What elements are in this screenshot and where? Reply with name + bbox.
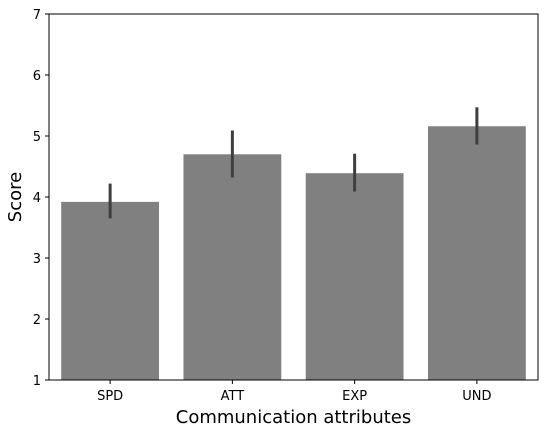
- bar-exp: [305, 173, 404, 380]
- y-axis-label: Score: [5, 172, 26, 222]
- bars-group: [61, 126, 526, 381]
- bar-spd: [61, 201, 160, 380]
- x-axis-ticks: SPD ATT EXP UND: [97, 380, 492, 404]
- y-tick-label: 5: [33, 130, 41, 145]
- error-bars-group: [108, 107, 479, 219]
- y-tick-label: 2: [33, 313, 41, 328]
- x-tick-label: EXP: [342, 389, 367, 404]
- x-axis-label: Communication attributes: [176, 407, 412, 428]
- bar-und: [427, 126, 526, 381]
- y-axis-ticks: 1 2 3 4 5 6 7: [33, 8, 49, 389]
- y-tick-label: 3: [33, 252, 41, 267]
- y-tick-label: 7: [33, 8, 41, 23]
- x-tick-label: SPD: [97, 389, 123, 404]
- bar-att: [183, 154, 282, 380]
- y-tick-label: 4: [33, 191, 41, 206]
- y-tick-label: 1: [33, 374, 41, 389]
- x-tick-label: UND: [462, 389, 491, 404]
- x-tick-label: ATT: [221, 389, 245, 404]
- y-tick-label: 6: [33, 69, 41, 84]
